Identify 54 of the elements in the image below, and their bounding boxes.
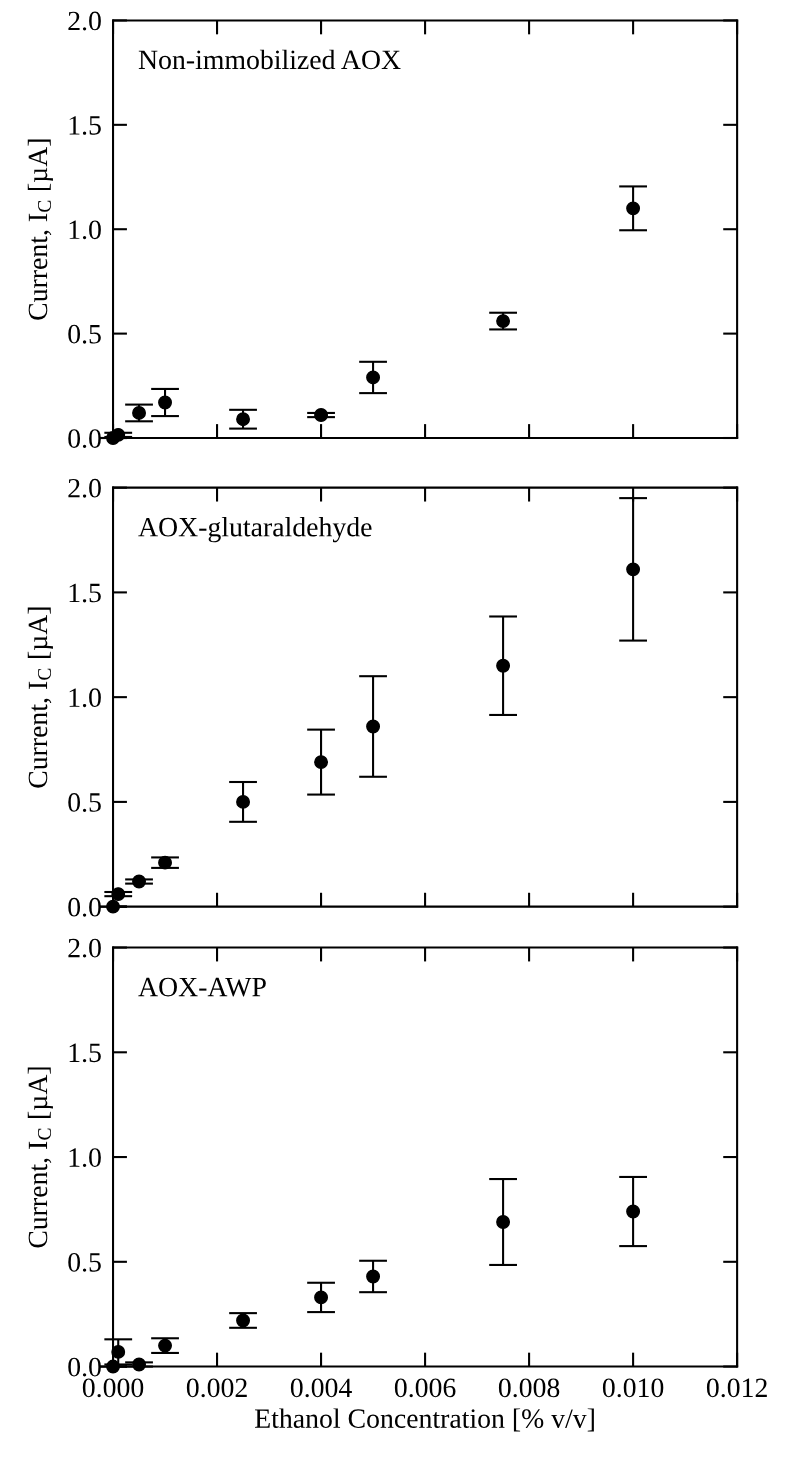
point	[132, 874, 146, 889]
point	[158, 1338, 172, 1353]
y-tick-label: 0.5	[68, 793, 101, 812]
y-tick-label: 2.0	[68, 478, 101, 498]
point	[106, 1359, 120, 1374]
y-tick-label: 0.5	[68, 324, 101, 344]
point	[314, 1290, 329, 1305]
annotation: Non-immobilized AOX	[138, 49, 401, 70]
y-tick-label: 2.0	[68, 938, 101, 958]
point	[111, 887, 126, 902]
x-tick-label: 0.010	[602, 1378, 664, 1398]
y-axis-title: Current, I$_{C}$ [µA]	[27, 139, 53, 320]
y-tick-label: 0.5	[68, 1252, 101, 1272]
y-tick-label: 1.0	[69, 220, 101, 240]
y-tick-label: 1.0	[69, 688, 101, 708]
point	[236, 794, 251, 809]
point	[626, 562, 641, 577]
point	[314, 755, 329, 770]
annotation: AOX-glutaraldehyde	[138, 516, 372, 543]
y-tick-label: 0.0	[68, 1357, 101, 1377]
point	[366, 719, 381, 734]
x-tick-label: 0.002	[186, 1378, 247, 1398]
point	[496, 658, 511, 673]
y-tick-label: 0.0	[68, 897, 101, 917]
point	[626, 201, 641, 216]
point	[236, 1313, 251, 1328]
point	[314, 408, 329, 422]
point	[111, 1344, 126, 1359]
x-tick-label: 0.000	[82, 1378, 144, 1398]
point	[496, 314, 511, 329]
point	[132, 406, 146, 420]
point	[496, 1215, 511, 1229]
x-tick-label: 0.008	[498, 1378, 560, 1398]
point	[366, 370, 381, 385]
y-tick-label: 1.5	[69, 583, 101, 603]
point	[158, 855, 172, 870]
point	[626, 1204, 641, 1219]
x-axis-title: Ethanol Concentration [% v/v]	[255, 1408, 594, 1432]
annotation: AOX-AWP	[138, 977, 266, 997]
point	[132, 1357, 146, 1372]
point	[106, 899, 120, 914]
y-axis-title: Current, I$_{C}$ [µA]	[27, 1067, 53, 1248]
y-tick-label: 1.5	[69, 116, 101, 135]
y-tick-label: 1.5	[69, 1043, 101, 1063]
x-tick-label: 0.012	[706, 1378, 767, 1398]
x-tick-label: 0.004	[290, 1378, 352, 1398]
x-tick-label: 0.006	[394, 1378, 456, 1398]
y-tick-label: 1.0	[69, 1148, 101, 1168]
point	[158, 395, 172, 410]
y-tick-label: 2.0	[68, 11, 101, 31]
point	[236, 412, 251, 427]
y-axis-title: Current, I$_{C}$ [µA]	[27, 607, 53, 788]
point	[366, 1269, 381, 1284]
y-tick-label: 0.0	[68, 429, 101, 449]
